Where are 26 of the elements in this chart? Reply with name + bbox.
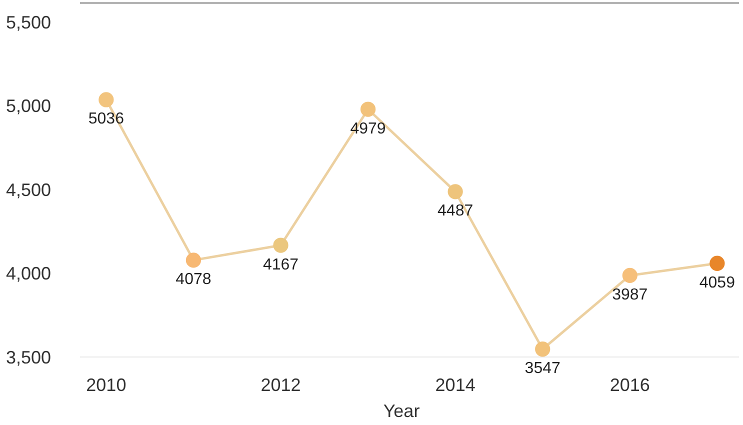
x-tick-label: 2016	[610, 375, 650, 395]
point	[360, 102, 376, 117]
y-tick-label: 4,500	[6, 180, 52, 200]
data-label: 4167	[262, 256, 299, 274]
point	[710, 256, 725, 271]
y-tick-label: 4,000	[6, 264, 52, 284]
point	[622, 268, 638, 283]
point	[186, 252, 202, 268]
x-tick-label: 2010	[86, 375, 126, 395]
point	[98, 92, 114, 108]
data-label: 3547	[524, 360, 561, 378]
point	[448, 184, 463, 200]
data-label: 3987	[612, 286, 648, 304]
x-tick-label: 2012	[260, 375, 301, 395]
point	[273, 238, 288, 253]
x-axis-title: Year	[383, 401, 420, 421]
point	[535, 342, 550, 357]
y-tick-label: 5,500	[6, 12, 52, 32]
data-label: 4979	[350, 120, 386, 138]
y-tick-label: 5,000	[6, 96, 52, 116]
data-label: 4078	[176, 271, 212, 288]
x-tick-label: 2014	[435, 375, 476, 395]
data-label: 4059	[699, 274, 736, 292]
data-label: 4487	[438, 202, 474, 220]
data-label: 5036	[88, 110, 124, 128]
y-tick-label: 3,500	[6, 347, 52, 368]
